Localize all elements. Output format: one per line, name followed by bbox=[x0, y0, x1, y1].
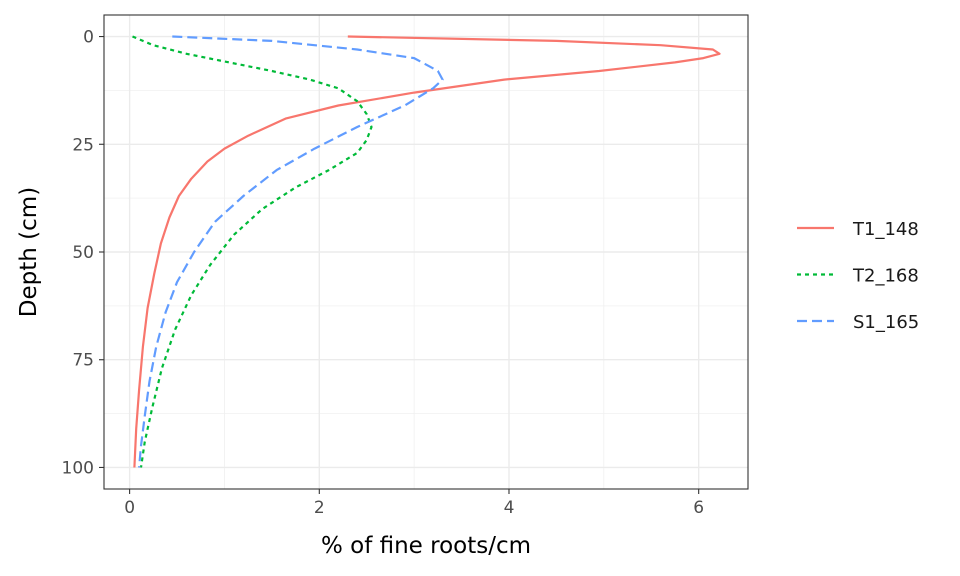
x-tick-label: 4 bbox=[504, 498, 515, 518]
y-tick-label: 0 bbox=[83, 28, 94, 48]
legend-label: T1_148 bbox=[852, 219, 919, 240]
legend: T1_148 T2_168 S1_165 bbox=[797, 219, 919, 333]
y-axis: 0 25 50 75 100 bbox=[62, 28, 104, 478]
y-tick-label: 50 bbox=[72, 243, 94, 263]
x-tick-label: 2 bbox=[314, 498, 325, 518]
legend-label: S1_165 bbox=[853, 312, 919, 333]
legend-item-t2-168: T2_168 bbox=[797, 266, 919, 287]
series-line-s1-165 bbox=[138, 35, 444, 468]
y-tick-label: 75 bbox=[72, 351, 94, 371]
y-axis-title: Depth (cm) bbox=[16, 187, 42, 317]
legend-label: T2_168 bbox=[852, 266, 919, 287]
x-tick-label: 6 bbox=[693, 498, 704, 518]
series-line-t1-148 bbox=[133, 35, 721, 468]
series-lines bbox=[132, 35, 721, 468]
legend-item-t1-148: T1_148 bbox=[797, 219, 919, 240]
y-tick-label: 25 bbox=[72, 135, 94, 155]
x-axis: 0 2 4 6 bbox=[124, 489, 704, 518]
legend-item-s1-165: S1_165 bbox=[797, 312, 919, 333]
x-axis-title: % of fine roots/cm bbox=[321, 533, 531, 559]
major-gridlines bbox=[104, 15, 748, 489]
plot-panel bbox=[103, 14, 749, 490]
y-tick-label: 100 bbox=[62, 458, 94, 478]
series-line-t2-168 bbox=[132, 35, 373, 468]
x-tick-label: 0 bbox=[124, 498, 135, 518]
